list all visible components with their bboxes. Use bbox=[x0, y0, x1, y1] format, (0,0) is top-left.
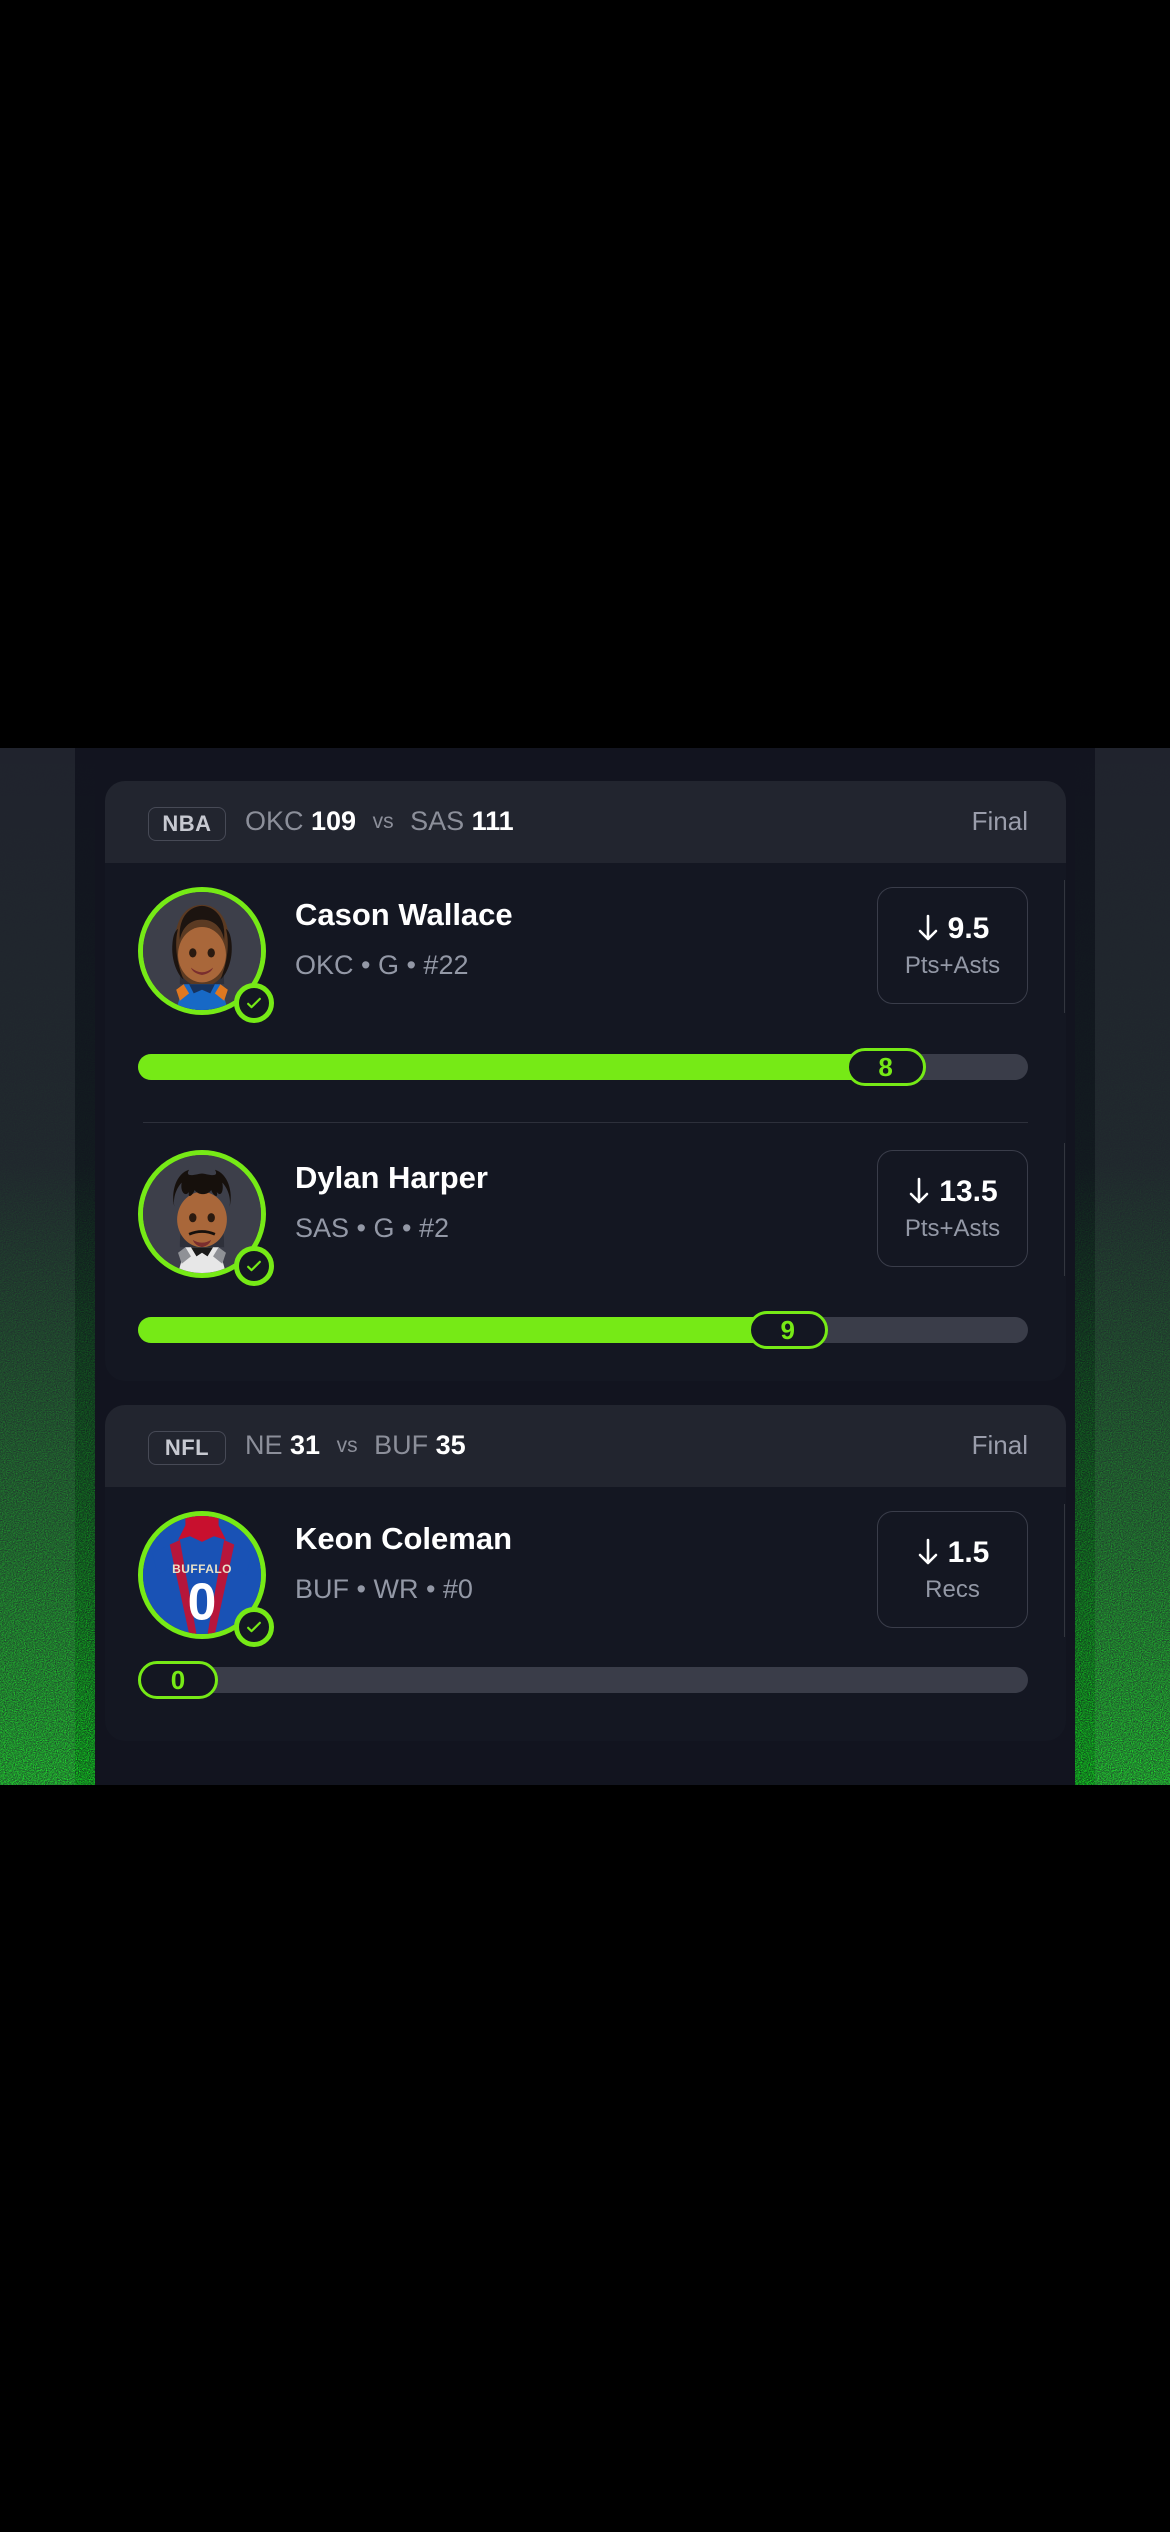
svg-text:0: 0 bbox=[188, 1572, 217, 1630]
